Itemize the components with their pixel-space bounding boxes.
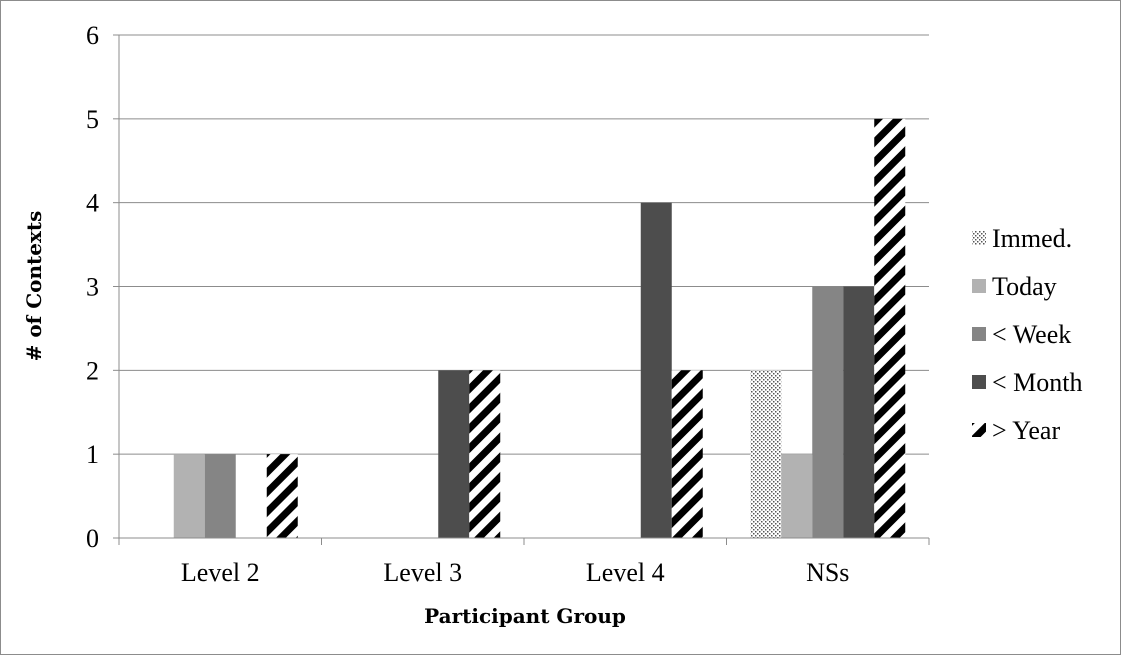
y-tick-label: 2 bbox=[86, 356, 99, 385]
bar bbox=[204, 454, 236, 538]
legend-label: Immed. bbox=[992, 224, 1072, 253]
tick-labels: 0 1 2 3 4 5 6 Level 2 Level 3 Level 4 NSs bbox=[86, 21, 849, 587]
bar bbox=[640, 202, 672, 538]
gridlines bbox=[113, 34, 929, 539]
y-tick-label: 4 bbox=[86, 189, 99, 218]
y-axis-title: # of Contexts bbox=[22, 211, 46, 362]
legend-label: Today bbox=[992, 272, 1057, 301]
bar bbox=[173, 454, 205, 538]
y-tick-label: 3 bbox=[86, 273, 99, 302]
y-tick-label: 5 bbox=[86, 105, 99, 134]
axes bbox=[118, 35, 930, 545]
legend-swatch bbox=[972, 375, 986, 389]
bar bbox=[843, 286, 875, 538]
y-tick-label: 6 bbox=[86, 21, 99, 50]
y-tick-label: 0 bbox=[86, 524, 99, 553]
bar bbox=[469, 370, 501, 538]
bar bbox=[781, 454, 813, 538]
legend-swatch bbox=[972, 423, 986, 437]
bar bbox=[671, 370, 703, 538]
bar bbox=[874, 118, 906, 538]
legend-swatch bbox=[972, 279, 986, 293]
bar bbox=[438, 370, 470, 538]
y-tick-label: 1 bbox=[86, 440, 99, 469]
bar bbox=[266, 454, 298, 538]
bar bbox=[750, 370, 782, 538]
legend-swatch bbox=[972, 231, 986, 245]
legend-label: < Week bbox=[992, 320, 1071, 349]
x-tick-label: Level 3 bbox=[383, 558, 462, 587]
x-tick-label: Level 2 bbox=[181, 558, 260, 587]
legend: Immed. Today < Week < Month > Year bbox=[972, 224, 1083, 445]
legend-label: < Month bbox=[992, 368, 1083, 397]
x-tick-label: Level 4 bbox=[586, 558, 665, 587]
bars bbox=[173, 118, 906, 538]
legend-swatch bbox=[972, 327, 986, 341]
bar bbox=[812, 286, 844, 538]
x-tick-label: NSs bbox=[806, 558, 849, 587]
legend-label: > Year bbox=[992, 416, 1060, 445]
x-axis-title: Participant Group bbox=[424, 604, 626, 628]
